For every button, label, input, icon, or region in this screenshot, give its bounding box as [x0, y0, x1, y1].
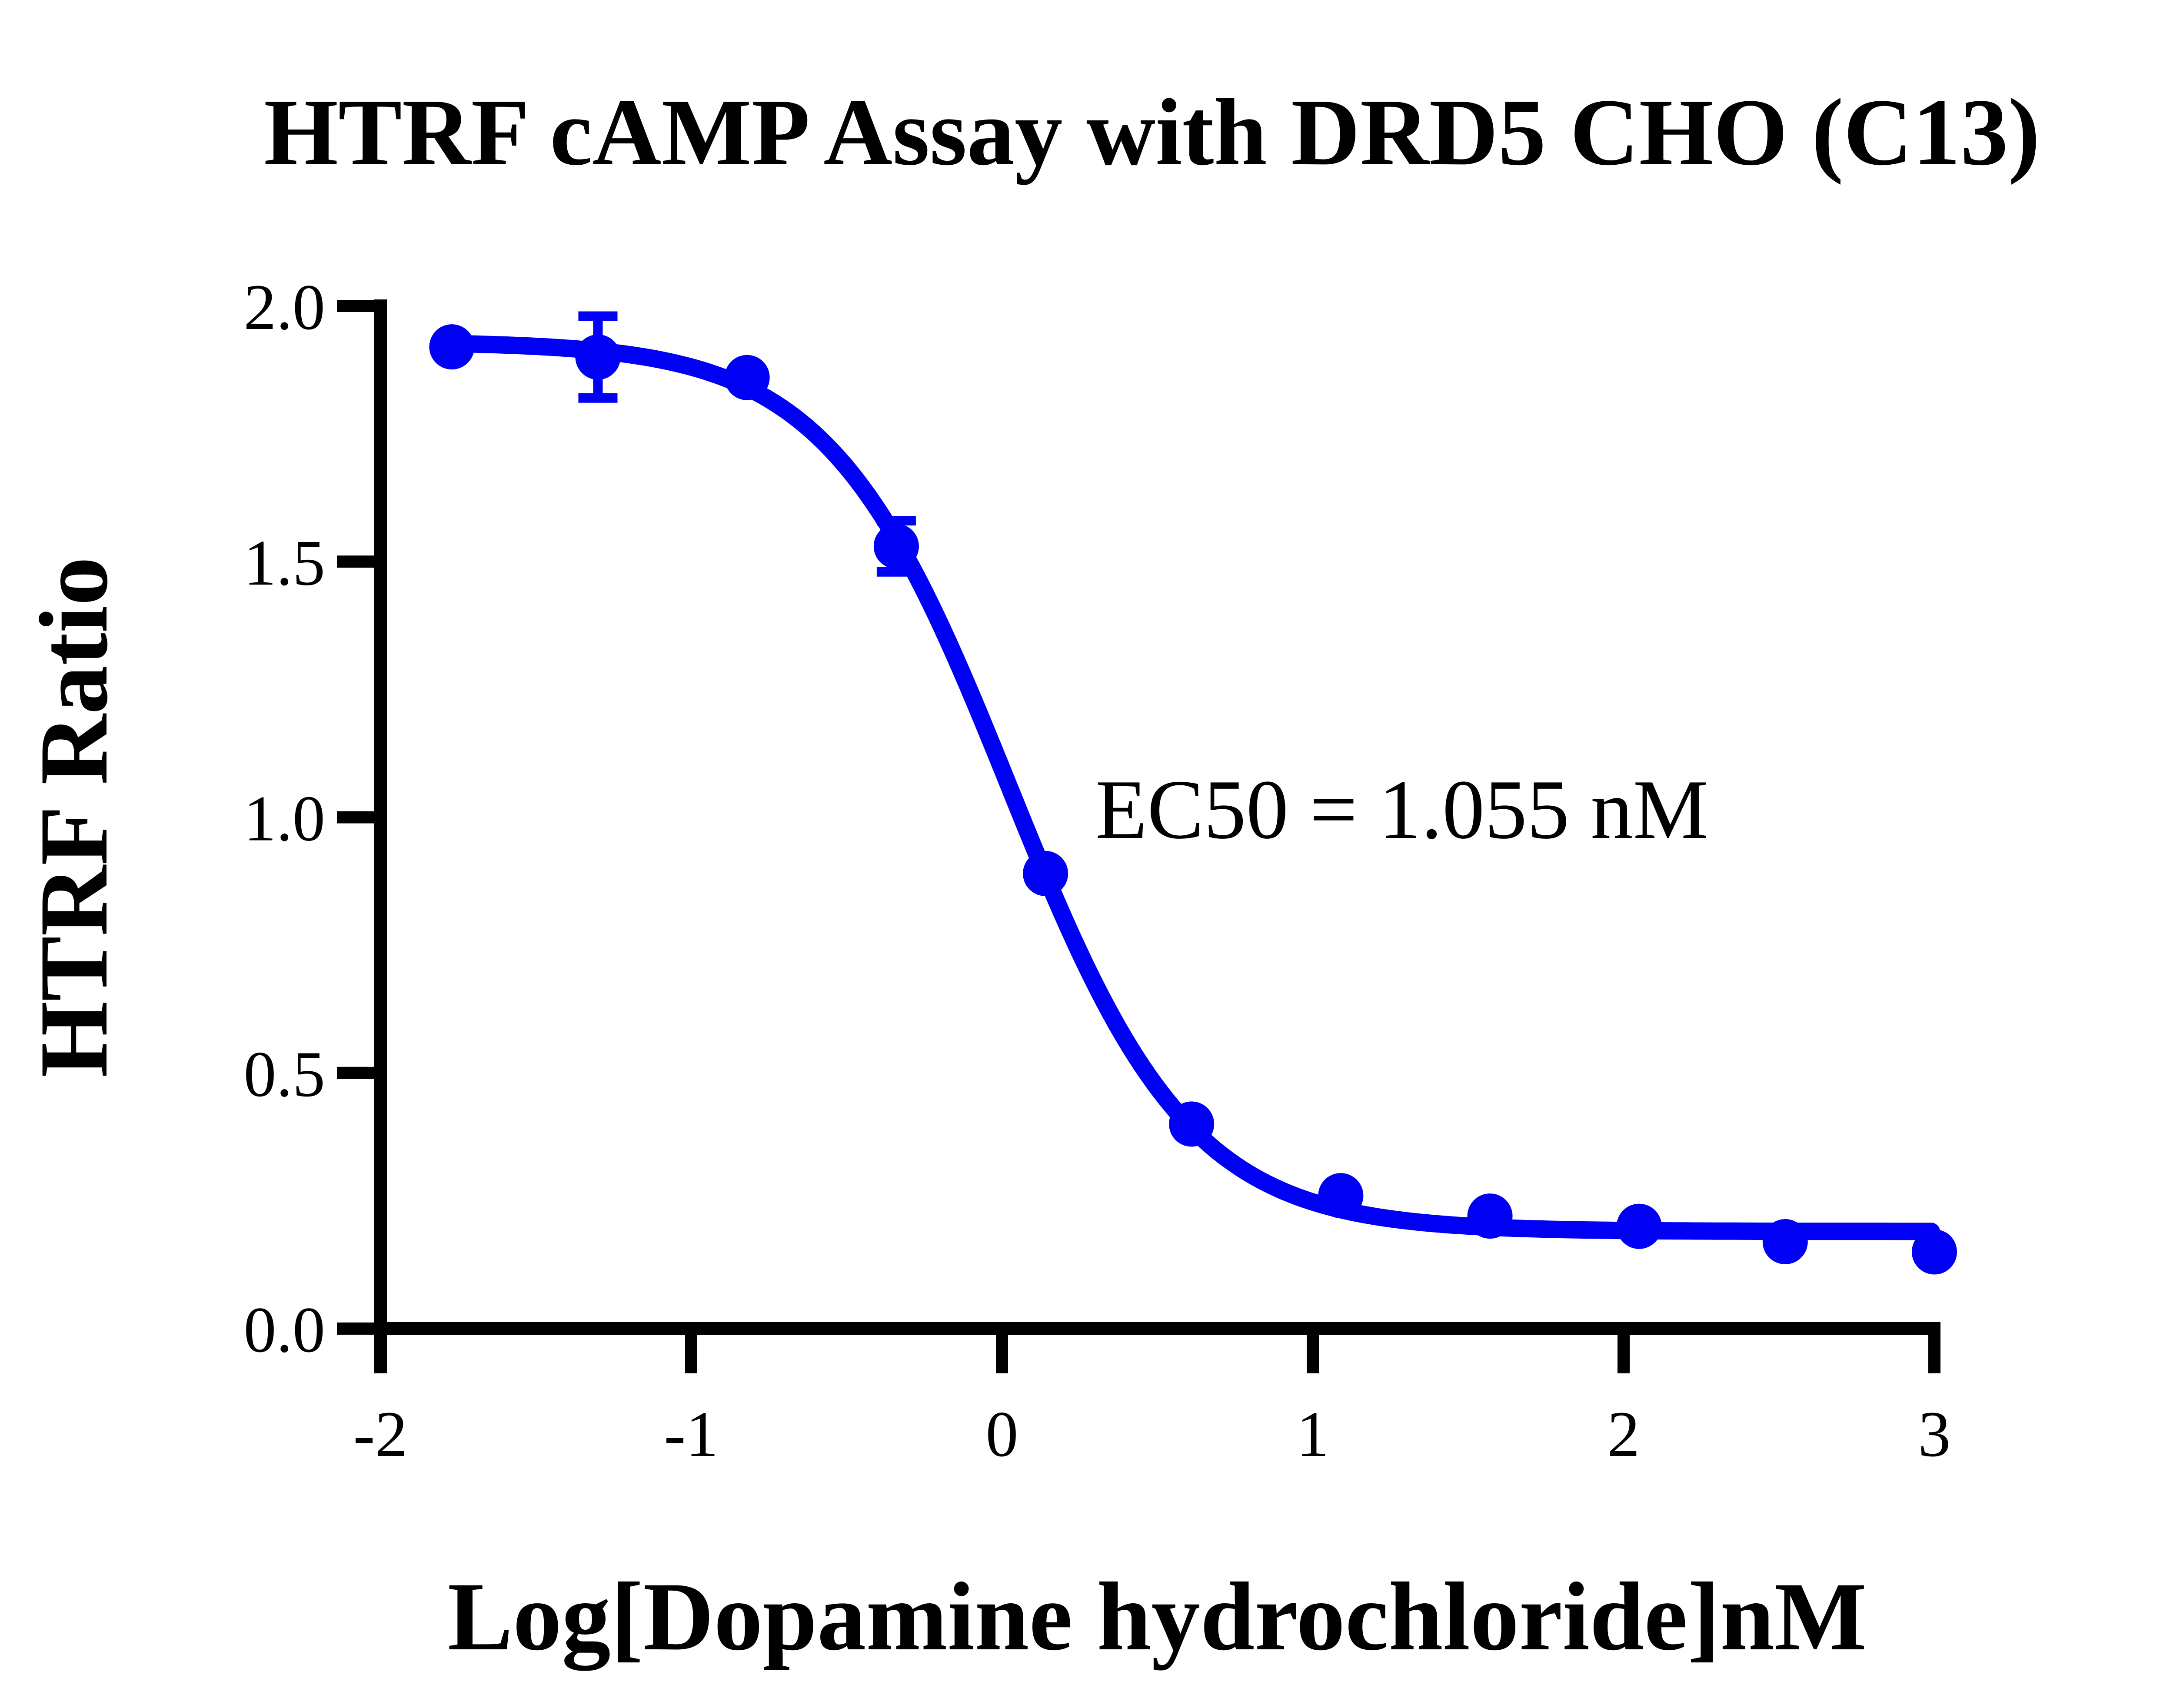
x-tick-label: 3: [1918, 1398, 1951, 1470]
y-tick-label: 1.5: [244, 527, 326, 599]
chart-title: HTRF cAMP Assay with DRD5 CHO (C13): [264, 79, 2040, 185]
y-tick-label: 2.0: [244, 271, 326, 343]
x-axis-title: Log[Dopamine hydrochloride]nM: [448, 1562, 1867, 1671]
x-axis-ticks: -2 -1 0 1 2 3: [353, 1329, 1951, 1470]
x-tick-label: 2: [1608, 1398, 1640, 1470]
data-point: [1762, 1219, 1808, 1264]
y-tick-label: 1.0: [244, 783, 326, 855]
data-point: [1616, 1203, 1662, 1249]
x-tick-label: 1: [1297, 1398, 1329, 1470]
y-tick-label: 0.5: [244, 1038, 326, 1110]
data-points: [429, 324, 1957, 1275]
x-tick-label: -2: [353, 1398, 408, 1470]
data-point: [1318, 1173, 1364, 1219]
data-point: [724, 355, 770, 400]
data-point: [1023, 851, 1068, 896]
data-point: [1912, 1229, 1957, 1275]
data-point: [1169, 1101, 1215, 1147]
y-tick-label: 0.0: [244, 1294, 326, 1366]
data-point: [873, 523, 919, 569]
ec50-annotation: EC50 = 1.055 nM: [1095, 763, 1708, 857]
y-axis-title: HTRF Ratio: [19, 557, 128, 1077]
y-axis-ticks: 0.0 0.5 1.0 1.5 2.0: [244, 271, 380, 1366]
x-tick-label: -1: [664, 1398, 719, 1470]
data-point: [575, 334, 621, 380]
x-tick-label: 0: [986, 1398, 1018, 1470]
data-point: [429, 324, 475, 370]
data-point: [1467, 1193, 1513, 1239]
